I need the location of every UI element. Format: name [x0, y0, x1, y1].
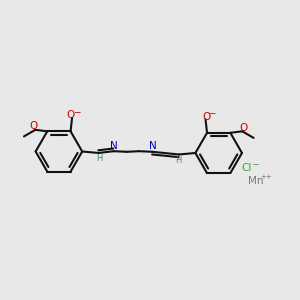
Text: ++: ++: [260, 174, 272, 180]
Text: O: O: [66, 110, 75, 121]
Text: O: O: [30, 121, 38, 131]
Text: H: H: [96, 154, 102, 164]
Text: −: −: [208, 108, 216, 117]
Text: Mn: Mn: [248, 176, 264, 186]
Text: Cl: Cl: [242, 163, 252, 173]
Text: O: O: [240, 123, 248, 133]
Text: N: N: [110, 141, 117, 151]
Text: N: N: [148, 141, 156, 152]
Text: −: −: [73, 107, 81, 116]
Text: H: H: [175, 156, 182, 165]
Text: −: −: [251, 159, 258, 168]
Text: O: O: [202, 112, 210, 122]
